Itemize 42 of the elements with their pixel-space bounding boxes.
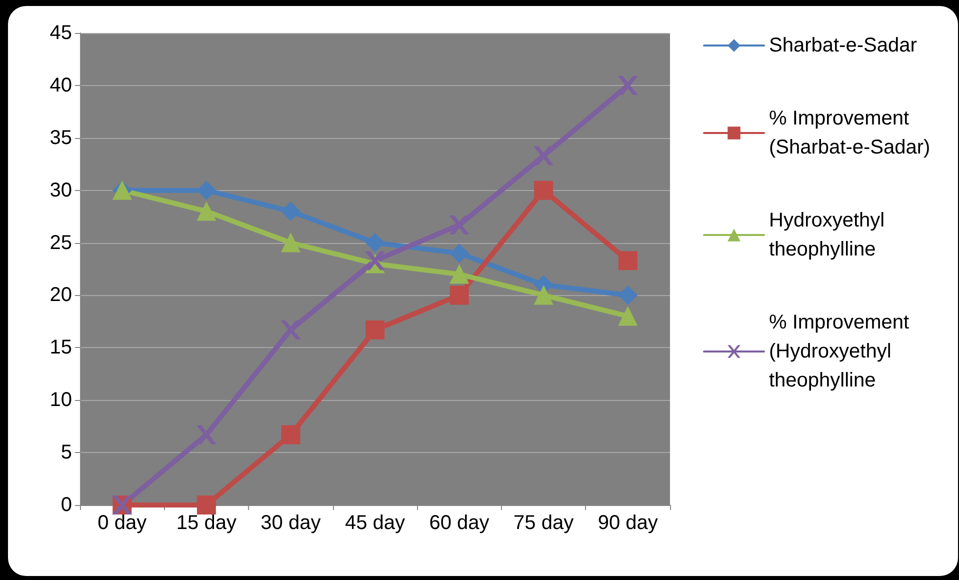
point — [534, 180, 554, 200]
point — [366, 320, 384, 340]
legend-label: Sharbat-e-Sadar — [769, 34, 918, 56]
legend-label: % Improvement (Sharbat-e-Sadar) — [769, 108, 930, 158]
y-tick-label: 5 — [60, 442, 72, 464]
y-tick-label: 45 — [50, 22, 72, 44]
point — [281, 425, 300, 444]
y-tick-label: 20 — [50, 284, 72, 306]
point — [618, 251, 638, 270]
point — [281, 233, 300, 252]
point — [196, 425, 216, 444]
legend-label: % Improvement (Hydroxyethyl theophylline — [769, 312, 915, 392]
point — [450, 264, 469, 284]
point — [534, 146, 554, 166]
x-tick-label: 0 day — [98, 512, 147, 534]
x-tick-label: 45 day — [344, 512, 406, 534]
y-tick-label: 25 — [50, 232, 72, 254]
point — [281, 320, 300, 340]
point — [366, 233, 384, 252]
y-tick-label: 0 — [60, 494, 72, 516]
point — [618, 306, 638, 326]
legend-label: Hydroxyethyl theophylline — [769, 210, 890, 260]
y-tick-label: 35 — [50, 126, 72, 149]
point — [196, 202, 216, 221]
point — [450, 215, 469, 234]
y-tick-label: 10 — [50, 389, 72, 412]
point — [196, 496, 216, 514]
y-tick-label: 30 — [50, 179, 72, 202]
point — [366, 251, 384, 270]
point — [450, 286, 469, 305]
point — [281, 202, 300, 221]
point — [450, 244, 469, 263]
point — [618, 286, 638, 305]
point — [534, 286, 554, 305]
x-tick-label: 15 day — [176, 512, 236, 534]
point — [618, 76, 638, 95]
x-tick-label: 90 day — [598, 512, 658, 534]
y-tick-label: 15 — [50, 336, 72, 359]
x-tick-label: 30 day — [260, 512, 321, 534]
x-tick-label: 60 day — [429, 512, 490, 534]
y-tick-label: 40 — [50, 74, 72, 96]
x-tick-label: 75 day — [514, 512, 574, 534]
